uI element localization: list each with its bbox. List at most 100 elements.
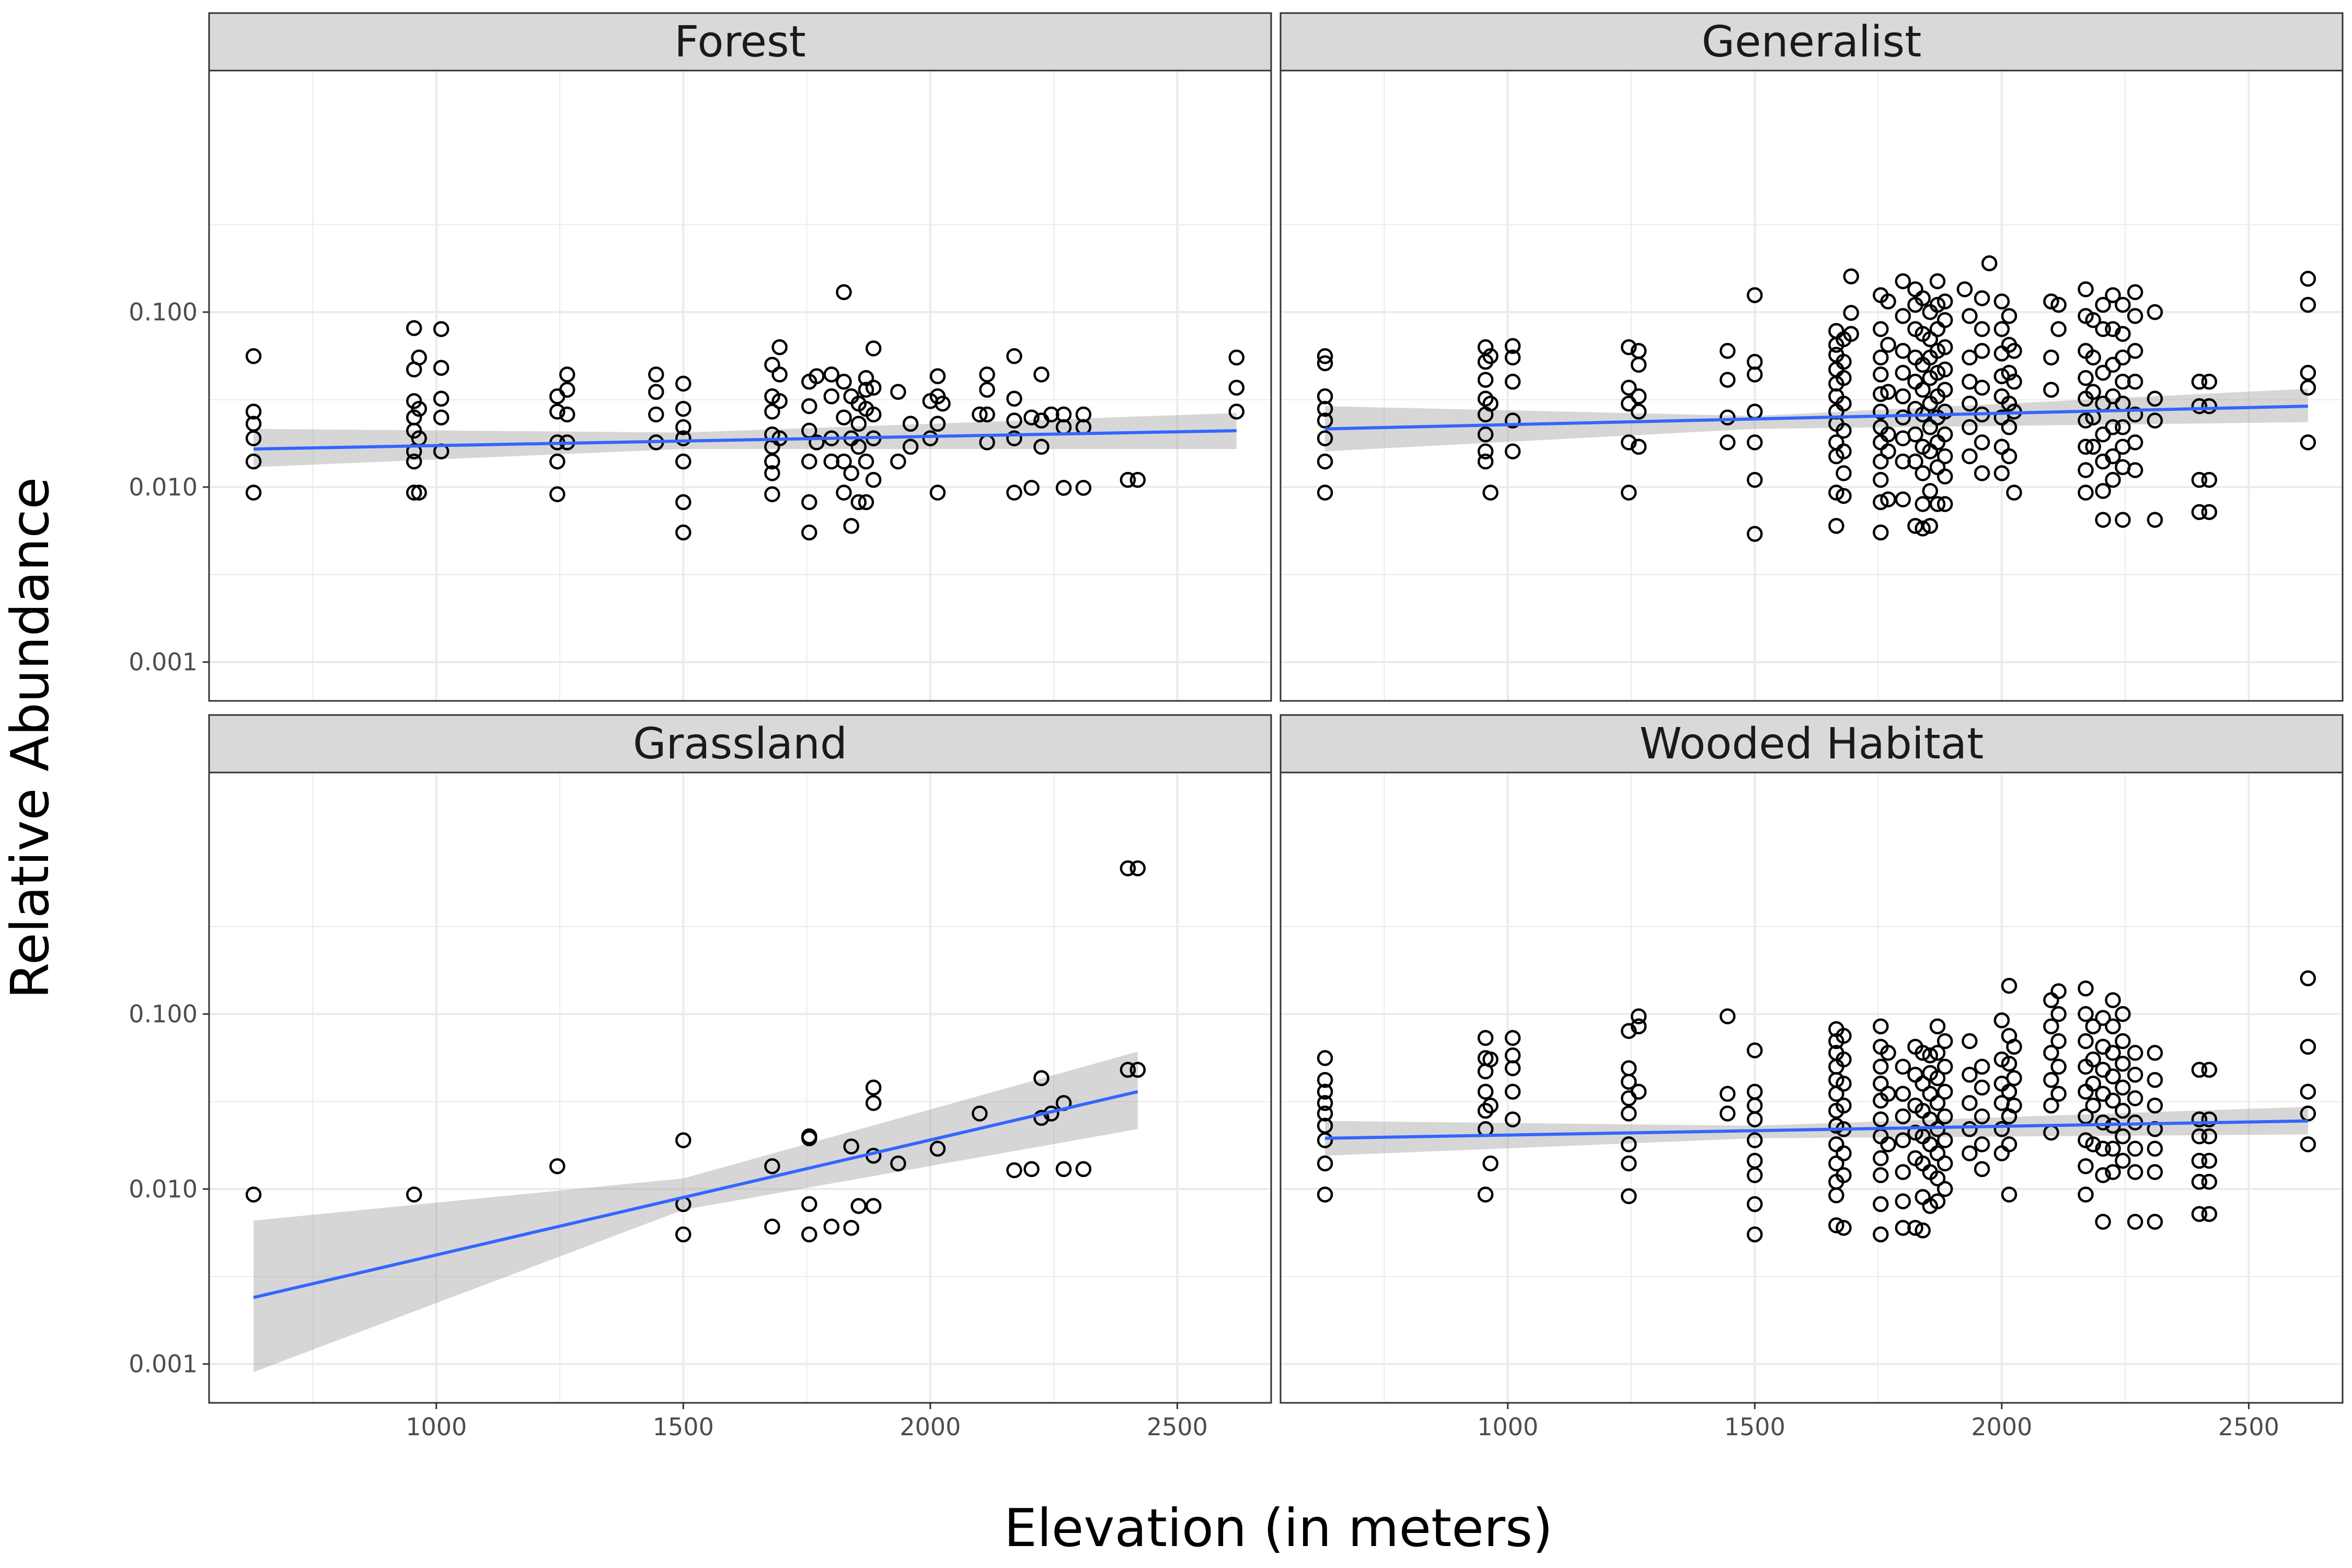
data-point — [2001, 1186, 2017, 1203]
data-point — [1504, 1083, 1521, 1100]
data-point — [2085, 1076, 2101, 1092]
data-point — [1880, 337, 1896, 353]
data-point — [1907, 1124, 1923, 1141]
data-point — [1720, 372, 1736, 388]
data-point — [809, 434, 825, 451]
data-point — [1477, 1083, 1494, 1100]
data-point — [1504, 349, 1521, 366]
data-point — [2006, 343, 2022, 359]
data-point — [2147, 1071, 2163, 1088]
data-point — [2001, 308, 2017, 324]
data-point — [2105, 1018, 2121, 1034]
data-point — [1936, 496, 1953, 512]
data-point — [675, 1226, 691, 1243]
data-point — [2006, 1039, 2022, 1055]
x-tick-label: 1000 — [1477, 1413, 1538, 1441]
data-point — [1873, 1167, 1889, 1183]
x-tick-label: 2000 — [1971, 1413, 2032, 1441]
data-point — [850, 494, 867, 511]
data-point — [1836, 1076, 1852, 1092]
data-point — [549, 403, 566, 420]
data-point — [2191, 374, 2208, 390]
data-point — [1621, 339, 1637, 355]
data-point — [2001, 364, 2017, 381]
data-point — [979, 406, 995, 423]
data-point — [1630, 1018, 1647, 1034]
data-point — [1974, 1079, 1990, 1096]
y-tick-label: 0.010 — [129, 1175, 198, 1203]
data-point — [559, 382, 575, 398]
data-point — [675, 524, 691, 541]
data-point — [858, 382, 874, 398]
data-point — [1477, 453, 1494, 470]
data-point — [2300, 1039, 2316, 1055]
data-point — [2191, 398, 2208, 414]
data-point — [1033, 1070, 1050, 1087]
data-point — [1962, 395, 1978, 412]
data-point — [1482, 1051, 1498, 1068]
data-point — [1836, 395, 1852, 412]
data-point — [406, 485, 422, 501]
data-point — [2001, 977, 2017, 994]
data-point — [1880, 384, 1896, 400]
data-point — [801, 1130, 817, 1147]
data-point — [2147, 304, 2163, 320]
data-point — [1621, 1023, 1637, 1039]
data-point — [559, 366, 575, 383]
data-point — [2050, 321, 2067, 337]
data-point — [1929, 1145, 1946, 1161]
data-point — [1621, 1188, 1637, 1204]
data-point — [1477, 426, 1494, 443]
data-point — [2147, 1097, 2163, 1114]
data-point — [1873, 321, 1889, 337]
data-point — [1477, 372, 1494, 388]
data-point — [1915, 1076, 1931, 1092]
data-point — [1880, 293, 1896, 310]
data-point — [1720, 1105, 1736, 1122]
data-point — [1504, 1060, 1521, 1077]
data-point — [1929, 296, 1946, 313]
data-point — [648, 406, 664, 423]
y-tick-label: 0.100 — [129, 1000, 198, 1028]
data-point — [648, 366, 664, 383]
data-point — [1929, 1018, 1946, 1034]
data-point — [2147, 412, 2163, 429]
data-point — [1228, 403, 1245, 420]
data-point — [1895, 1193, 1911, 1209]
data-point — [2043, 349, 2059, 366]
data-point — [865, 1079, 882, 1096]
data-point — [1993, 1012, 2010, 1029]
data-point — [1895, 308, 1911, 324]
data-point — [1962, 374, 1978, 390]
data-point — [858, 494, 874, 511]
data-point — [1621, 379, 1637, 396]
data-point — [2300, 970, 2316, 987]
panel-border — [1279, 771, 2344, 1404]
data-point — [1929, 1170, 1946, 1186]
data-point — [2115, 1055, 2131, 1072]
data-point — [2300, 1083, 2316, 1100]
data-point — [245, 1186, 262, 1203]
data-point — [1006, 412, 1022, 429]
data-point — [433, 390, 449, 407]
data-point — [1621, 485, 1637, 501]
data-point — [2147, 390, 2163, 407]
data-point — [1055, 1161, 1072, 1178]
data-point — [1873, 1150, 1889, 1167]
data-point — [2095, 1010, 2111, 1026]
data-point — [1880, 1045, 1896, 1061]
data-point — [836, 409, 852, 425]
data-point — [865, 1198, 882, 1214]
data-point — [1836, 1097, 1852, 1114]
data-point — [1962, 349, 1978, 366]
data-point — [922, 430, 939, 446]
data-point — [2085, 349, 2101, 366]
data-point — [801, 494, 817, 511]
data-point — [2078, 1006, 2094, 1022]
data-point — [1993, 1121, 2010, 1137]
data-point — [836, 374, 852, 390]
data-point — [1843, 305, 1859, 321]
panel-generalist: Generalist — [1279, 12, 2344, 702]
data-point — [1477, 1186, 1494, 1203]
